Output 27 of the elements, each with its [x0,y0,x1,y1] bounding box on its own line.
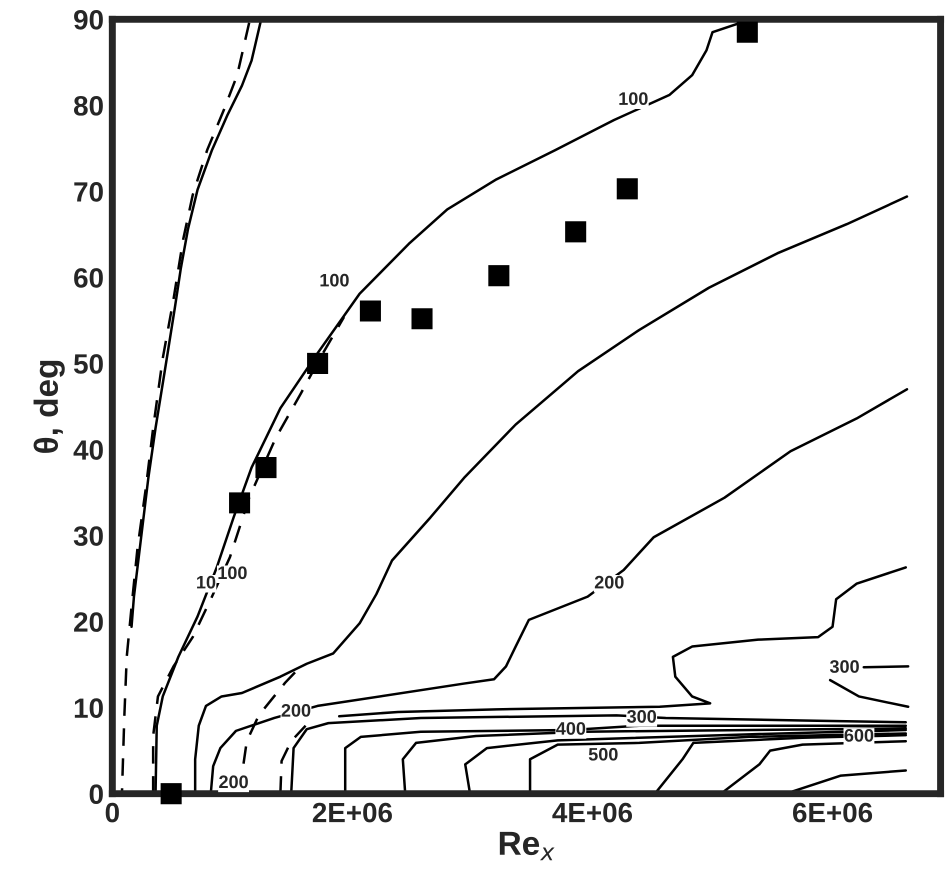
annotation: 100 [320,274,349,287]
y-tick-label: 0 [90,784,103,804]
y-tick-label: 70 [74,182,103,202]
y-tick-label: 60 [74,268,103,288]
annotation: 300 [830,660,859,673]
y-tick-label: 80 [74,96,103,116]
annotation: 200 [594,576,624,589]
y-axis-title: θ, deg [34,360,65,453]
y-tick-label: 30 [74,526,103,546]
y-tick-label: 90 [74,10,103,30]
y-tick-label: 20 [74,612,103,632]
x-tick-label: 2E+06 [312,802,392,822]
annotation: 10 [197,576,216,589]
annotation: 200 [219,775,248,788]
y-tick-label: 40 [74,440,103,460]
x-tick-label: 4E+06 [552,802,632,822]
annotation: 300 [627,710,656,723]
annotation: 500 [588,748,618,761]
annotation: 100 [619,92,648,106]
x-tick-label: 0 [106,802,119,822]
y-tick-label: 10 [74,698,103,718]
annotation: 200 [282,704,310,717]
x-tick-label: 6E+06 [793,802,872,822]
y-tick-label: 50 [74,354,103,374]
annotation: 600 [844,728,874,742]
x-axis-title: Re$_{x}$ [500,832,555,860]
annotation: 100 [218,566,247,580]
